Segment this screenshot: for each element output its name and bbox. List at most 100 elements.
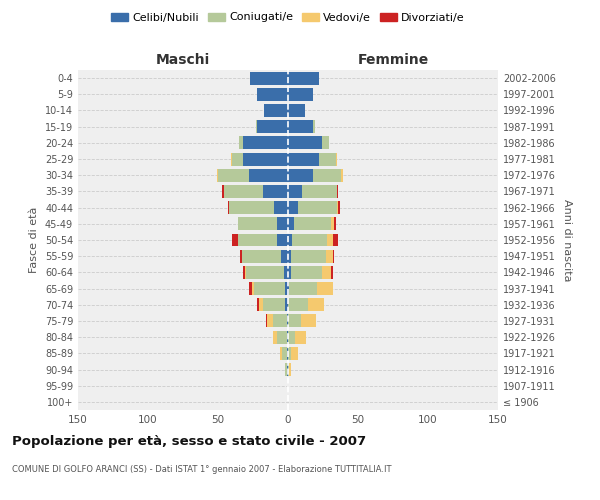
Bar bbox=[338, 201, 340, 214]
Bar bbox=[288, 282, 289, 295]
Bar bbox=[288, 234, 292, 246]
Bar bbox=[288, 136, 322, 149]
Bar bbox=[292, 234, 327, 246]
Bar bbox=[288, 72, 319, 85]
Bar bbox=[288, 330, 295, 344]
Bar bbox=[288, 201, 298, 214]
Bar bbox=[263, 298, 285, 311]
Bar bbox=[291, 250, 326, 262]
Bar bbox=[249, 169, 288, 181]
Legend: Celibi/Nubili, Coniugati/e, Vedovi/e, Divorziati/e: Celibi/Nubili, Coniugati/e, Vedovi/e, Di… bbox=[107, 8, 469, 27]
Bar bbox=[302, 185, 337, 198]
Bar bbox=[230, 152, 232, 166]
Bar bbox=[228, 201, 229, 214]
Bar bbox=[280, 347, 283, 360]
Bar bbox=[288, 266, 291, 279]
Bar bbox=[257, 120, 288, 133]
Bar bbox=[285, 363, 287, 376]
Bar bbox=[287, 363, 288, 376]
Bar bbox=[289, 363, 291, 376]
Bar bbox=[267, 314, 272, 328]
Bar bbox=[313, 120, 314, 133]
Bar bbox=[288, 185, 302, 198]
Bar bbox=[263, 185, 288, 198]
Bar bbox=[288, 120, 313, 133]
Bar bbox=[232, 234, 238, 246]
Bar bbox=[333, 250, 334, 262]
Bar bbox=[335, 152, 337, 166]
Bar bbox=[301, 314, 316, 328]
Bar bbox=[238, 234, 277, 246]
Bar bbox=[288, 218, 293, 230]
Bar bbox=[287, 314, 288, 328]
Bar bbox=[291, 347, 298, 360]
Bar bbox=[293, 218, 331, 230]
Text: Femmine: Femmine bbox=[358, 53, 428, 67]
Y-axis label: Anni di nascita: Anni di nascita bbox=[562, 198, 572, 281]
Bar bbox=[287, 347, 288, 360]
Bar bbox=[266, 314, 267, 328]
Bar bbox=[257, 88, 288, 101]
Bar bbox=[277, 218, 288, 230]
Bar bbox=[298, 201, 337, 214]
Bar bbox=[243, 136, 288, 149]
Bar bbox=[317, 282, 333, 295]
Bar bbox=[245, 266, 246, 279]
Bar bbox=[313, 169, 341, 181]
Bar bbox=[217, 169, 218, 181]
Bar bbox=[291, 266, 322, 279]
Bar bbox=[272, 330, 277, 344]
Bar bbox=[333, 234, 338, 246]
Bar bbox=[285, 282, 288, 295]
Bar bbox=[222, 185, 224, 198]
Bar bbox=[288, 88, 313, 101]
Bar bbox=[250, 72, 288, 85]
Bar bbox=[264, 104, 288, 117]
Text: Maschi: Maschi bbox=[156, 53, 210, 67]
Bar bbox=[331, 218, 334, 230]
Bar bbox=[274, 201, 288, 214]
Bar bbox=[254, 282, 285, 295]
Bar bbox=[288, 250, 291, 262]
Bar bbox=[259, 298, 263, 311]
Bar bbox=[288, 347, 291, 360]
Bar bbox=[295, 330, 306, 344]
Bar bbox=[337, 201, 338, 214]
Bar bbox=[288, 104, 305, 117]
Text: Popolazione per età, sesso e stato civile - 2007: Popolazione per età, sesso e stato civil… bbox=[12, 435, 366, 448]
Bar bbox=[232, 152, 243, 166]
Bar bbox=[331, 266, 333, 279]
Text: COMUNE DI GOLFO ARANCI (SS) - Dati ISTAT 1° gennaio 2007 - Elaborazione TUTTITAL: COMUNE DI GOLFO ARANCI (SS) - Dati ISTAT… bbox=[12, 465, 392, 474]
Bar bbox=[334, 218, 335, 230]
Bar bbox=[288, 298, 308, 311]
Bar bbox=[322, 266, 331, 279]
Bar bbox=[239, 136, 243, 149]
Bar bbox=[249, 282, 251, 295]
Bar bbox=[272, 314, 287, 328]
Bar bbox=[337, 185, 338, 198]
Bar bbox=[285, 298, 288, 311]
Bar bbox=[341, 169, 343, 181]
Bar bbox=[319, 152, 335, 166]
Bar bbox=[243, 266, 245, 279]
Bar bbox=[243, 152, 288, 166]
Bar bbox=[281, 250, 288, 262]
Bar bbox=[251, 282, 254, 295]
Bar bbox=[218, 169, 249, 181]
Bar bbox=[257, 298, 259, 311]
Bar bbox=[327, 234, 333, 246]
Bar bbox=[288, 169, 313, 181]
Bar bbox=[288, 314, 301, 328]
Bar bbox=[288, 152, 319, 166]
Bar bbox=[287, 330, 288, 344]
Bar bbox=[288, 363, 289, 376]
Bar bbox=[289, 282, 317, 295]
Bar bbox=[238, 218, 277, 230]
Bar bbox=[326, 250, 333, 262]
Bar bbox=[246, 266, 284, 279]
Bar bbox=[256, 120, 257, 133]
Bar bbox=[277, 234, 288, 246]
Bar bbox=[308, 298, 325, 311]
Bar bbox=[224, 185, 263, 198]
Y-axis label: Fasce di età: Fasce di età bbox=[29, 207, 39, 273]
